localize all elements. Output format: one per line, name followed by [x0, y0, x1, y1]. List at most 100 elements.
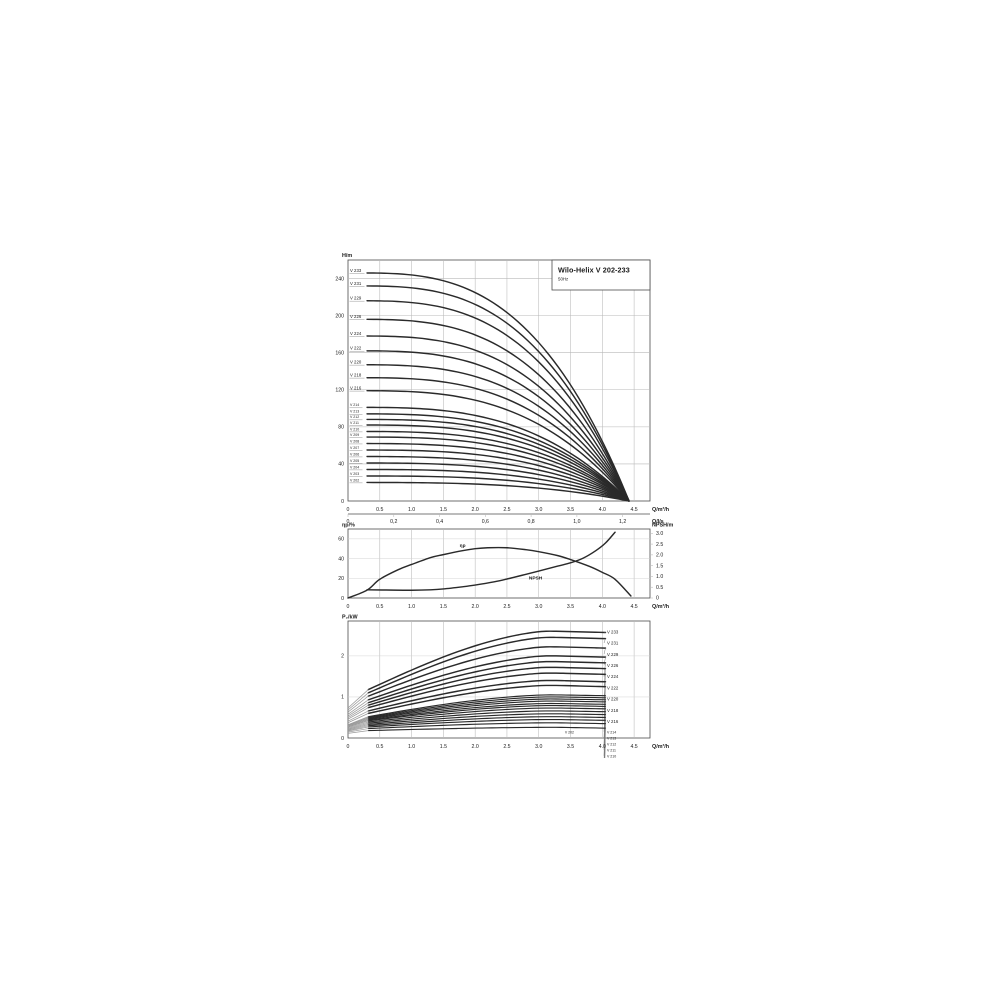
head-curve — [366, 442, 630, 502]
power-curve-extension — [347, 728, 369, 733]
head-curve-label: V 202 — [350, 478, 359, 482]
efficiency-chart-frame — [347, 528, 651, 599]
head-curve — [366, 285, 630, 502]
head-chart-ylabel: H/m — [342, 253, 352, 259]
power-curve — [367, 700, 607, 720]
power-curve — [367, 716, 607, 727]
power-xtick: 2.0 — [472, 744, 479, 750]
head-chart-ytick: 160 — [335, 350, 344, 356]
head-curve-label: V 213 — [350, 410, 359, 414]
head-chart-xlabel: Q/m³/h — [652, 507, 669, 513]
power-curve-label: V 233 — [607, 629, 619, 634]
chart-title: Wilo-Helix V 202-233 — [558, 266, 630, 275]
head-curve-label: V 205 — [350, 459, 359, 463]
head-chart-xtick: 2.0 — [472, 507, 479, 513]
power-curve-label: V 210 — [607, 754, 616, 758]
head-chart-xtick-secondary: 0,8 — [527, 519, 534, 525]
power-curve-label: V 214 — [607, 730, 616, 734]
power-curve — [367, 704, 607, 722]
npsh-ylabel: NPSH/m — [652, 523, 673, 529]
power-curve — [367, 707, 607, 723]
head-chart-xtick: 0.5 — [376, 507, 383, 513]
head-chart-ytick: 240 — [335, 276, 344, 282]
npsh-ytick: 1.0 — [656, 574, 663, 580]
head-curve — [366, 300, 630, 502]
power-curve-extension — [347, 699, 369, 715]
power-xtick: 1.5 — [440, 744, 447, 750]
head-chart-xtick: 4.5 — [630, 507, 637, 513]
head-chart-xtick-secondary: 0,6 — [482, 519, 489, 525]
power-curve — [367, 636, 607, 694]
power-xtick: 2.5 — [503, 744, 510, 750]
head-curve-label: V 208 — [350, 439, 359, 443]
power-curve-extension — [347, 707, 369, 720]
head-curve — [366, 468, 630, 502]
head-curve — [366, 350, 630, 502]
efficiency-xtick: 1.0 — [408, 604, 415, 610]
head-curve-label: V 233 — [350, 268, 362, 273]
head-curve — [366, 436, 630, 502]
head-chart-ytick: 0 — [341, 499, 344, 505]
power-curve-label: V 212 — [607, 742, 616, 746]
power-curve-extension — [347, 692, 369, 711]
power-curve — [367, 710, 607, 724]
head-curve — [366, 364, 630, 502]
power-curve — [367, 646, 607, 697]
pump-curve-figure: 0 40 80 120 160 200 240 H/m Wilo-Helix V 202-233… — [312, 246, 684, 758]
head-chart-xtick: 2.5 — [503, 507, 510, 513]
power-ytick: 1 — [341, 695, 344, 701]
power-curve-extension — [347, 725, 369, 731]
power-curve-extension — [347, 704, 369, 718]
head-chart-xtick: 3.5 — [567, 507, 574, 513]
power-curve-label: V 211 — [607, 748, 616, 752]
efficiency-xtick: 2.0 — [472, 604, 479, 610]
head-chart-xtick-secondary: 1,0 — [573, 519, 580, 525]
power-curve-label: V 231 — [607, 641, 619, 646]
power-curve-extension — [347, 726, 369, 732]
head-curve-label: V 207 — [350, 446, 359, 450]
power-curve-extension — [347, 717, 369, 726]
efficiency-ytick: 40 — [338, 556, 344, 562]
power-curve — [367, 713, 607, 726]
npsh-ytick: 0 — [656, 596, 659, 602]
power-label-leader — [603, 668, 606, 688]
efficiency-xtick: 4.5 — [630, 604, 637, 610]
npsh-ytick: 1.5 — [656, 563, 663, 569]
head-curve-label: V 211 — [350, 421, 359, 425]
head-curve — [366, 424, 630, 502]
head-chart-xtick: 3.0 — [535, 507, 542, 513]
head-curve-label: V 209 — [350, 433, 359, 437]
efficiency-ytick: 0 — [341, 596, 344, 602]
power-curve-extension — [347, 720, 369, 728]
head-curve — [366, 418, 630, 502]
head-curve — [366, 318, 630, 502]
efficiency-xtick: 3.0 — [535, 604, 542, 610]
power-xtick: 3.0 — [535, 744, 542, 750]
power-curve-label: V 218 — [607, 708, 619, 713]
power-curve-label: V 216 — [607, 719, 619, 724]
head-curve-label: V 231 — [350, 281, 362, 286]
head-curve-label: V 203 — [350, 472, 359, 476]
power-curve — [367, 722, 607, 730]
head-curve — [366, 449, 630, 502]
head-chart-ytick: 40 — [338, 462, 344, 468]
head-chart-xtick-secondary: 0,4 — [436, 519, 443, 525]
power-curve-extension — [347, 689, 369, 709]
power-curve — [367, 666, 607, 706]
head-curve — [366, 335, 630, 502]
power-curve-label: V 220 — [607, 697, 619, 702]
head-chart-xtick-secondary: 0 — [347, 519, 350, 525]
power-xtick: 4.5 — [630, 744, 637, 750]
power-curve-extension — [347, 717, 369, 727]
npsh-ytick: 3.0 — [656, 531, 663, 537]
power-label-leader — [603, 648, 606, 655]
efficiency-xtick: 3.5 — [567, 604, 574, 610]
head-chart-xtick: 0 — [347, 507, 350, 513]
power-curve-label: V 213 — [607, 736, 616, 740]
npsh-ytick: 2.0 — [656, 553, 663, 559]
npsh-curve — [366, 531, 616, 591]
npsh-ytick: 0.5 — [656, 585, 663, 591]
power-curve — [367, 696, 607, 719]
head-curve — [366, 475, 630, 502]
